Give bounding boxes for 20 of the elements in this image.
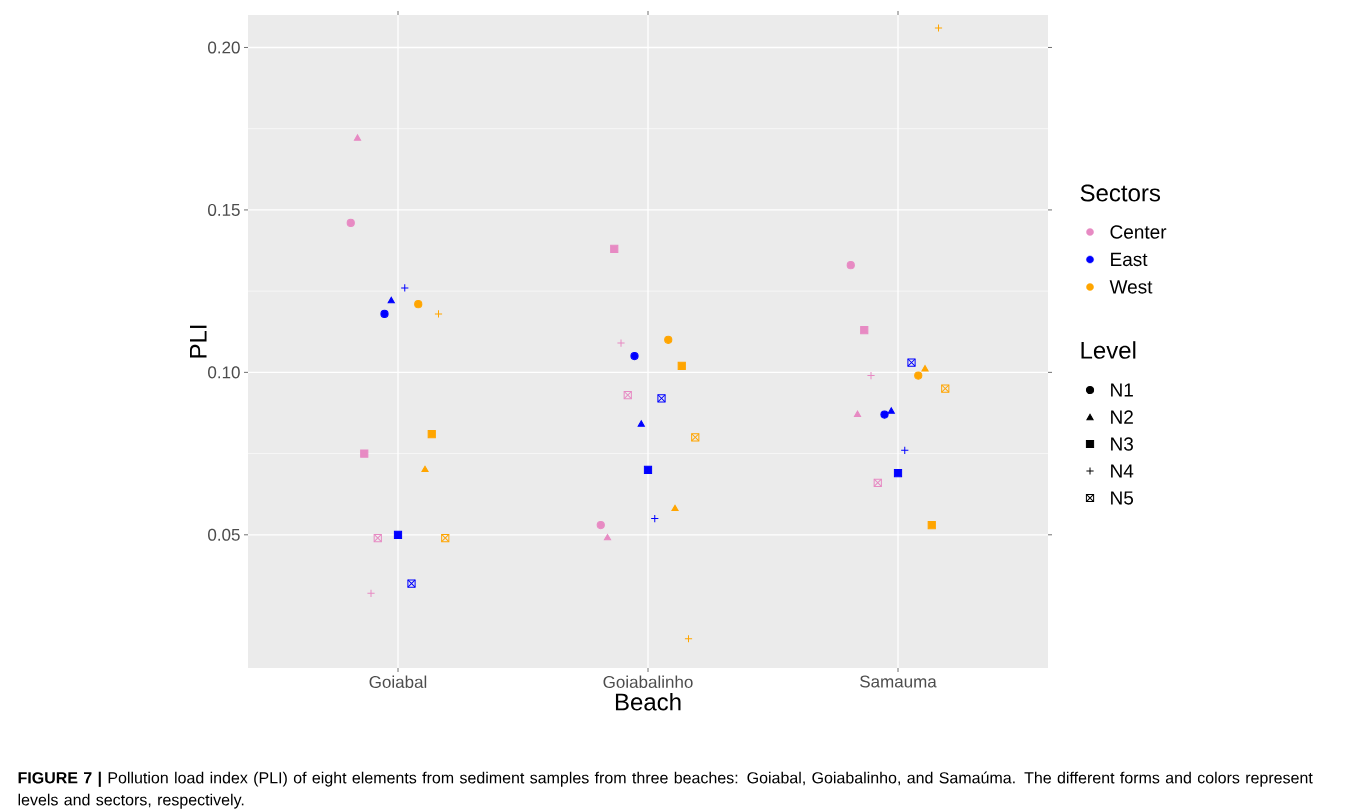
legend-label: Center (1110, 225, 1167, 239)
text: N3 (1111, 437, 1133, 451)
y-tick-label: 0.05 (208, 528, 240, 541)
legend-label: West (1109, 280, 1153, 294)
y-tick-label: 0.10 (208, 366, 240, 379)
y-tick-label: 0.15 (208, 203, 240, 216)
text: N1 (1111, 383, 1133, 397)
text: N4 (1111, 464, 1134, 478)
x-axis-title: Beach (615, 692, 681, 711)
x-tick-label: Samauma (860, 675, 937, 688)
text: FIGURE 7 | Pollution load index (PLI) of eight elements from sediment samples from three beaches: Goiabal, Goiabalinho, and Samaúma. The different forms and colors represent levels and sectors, respectively. (18, 771, 1313, 809)
x-tick-label: Goiabal (369, 675, 427, 689)
text: Level (1081, 341, 1136, 359)
y-tick-label: 0.20 (208, 41, 240, 54)
y-axis-title: PLI (190, 325, 207, 358)
x-tick-label: Goiabalinho (603, 675, 693, 689)
text: N2 (1111, 410, 1133, 424)
legend-label: East (1111, 252, 1148, 267)
legend-title: Sectors (1080, 184, 1161, 202)
text: N5 (1111, 491, 1134, 505)
